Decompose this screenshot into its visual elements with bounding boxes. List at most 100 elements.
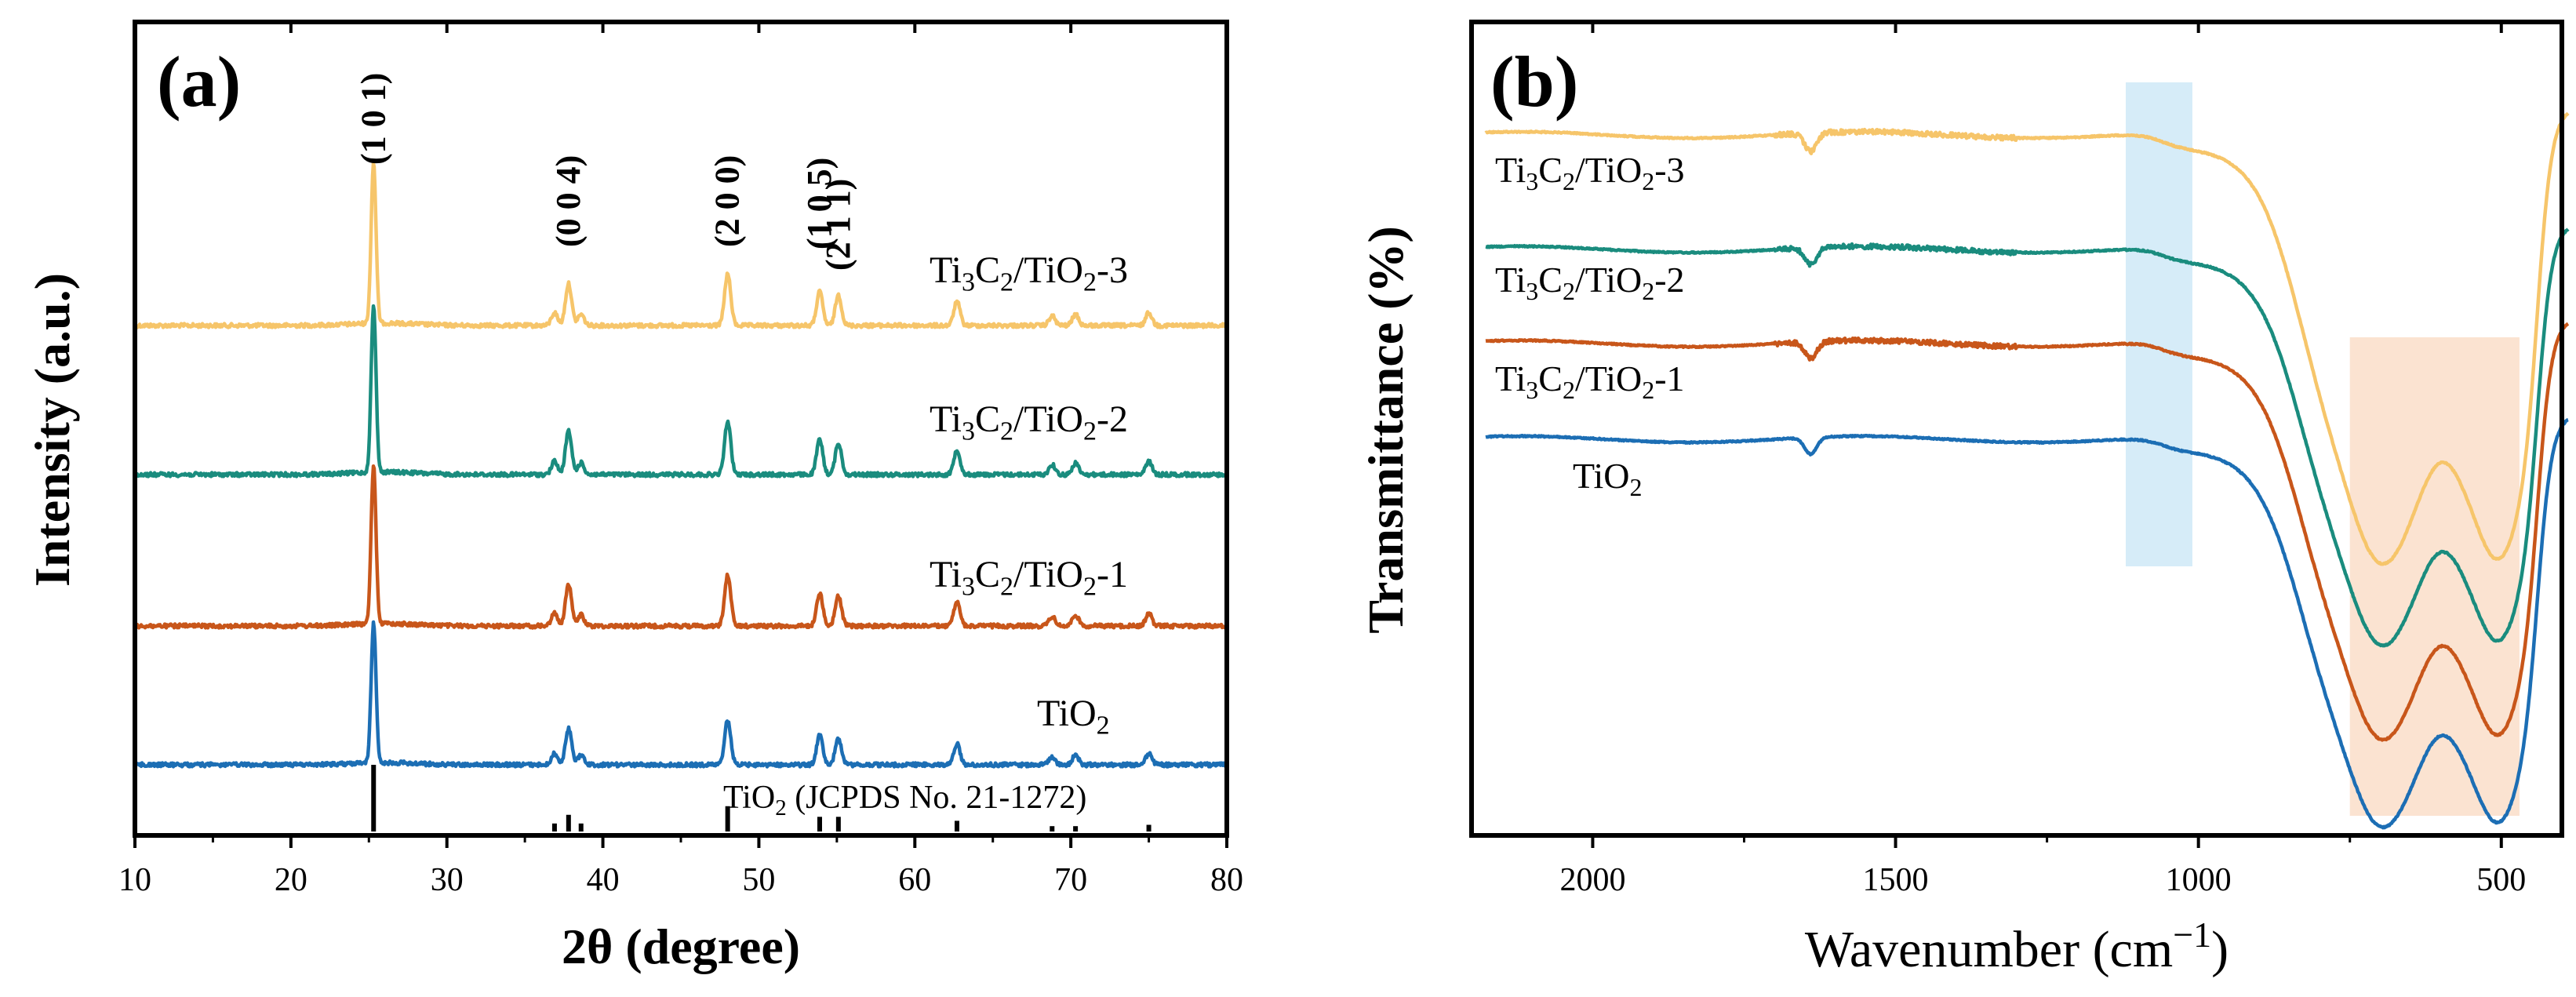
panel-b-x-ticks: 2000 1500 1000 500 <box>1559 22 2526 898</box>
ftir-label-s0: TiO2 <box>1573 456 1642 501</box>
xrd-label-s1-part: -1 <box>1097 554 1128 595</box>
panel-b-ftir: Ti3C2/TiO2-3Ti3C2/TiO2-2Ti3C2/TiO2-1TiO2… <box>1358 20 2570 978</box>
ftir-label-s3-part: 2 <box>1563 167 1575 195</box>
highlight-band <box>2349 337 2520 816</box>
ftir-label-s3-part: /TiO <box>1575 150 1642 190</box>
hkl-label: (2 0 0) <box>708 155 747 247</box>
ftir-series-s1 <box>1484 322 2570 742</box>
panel-b-ylabel: Transmittance (%) <box>1358 226 1414 634</box>
panel-a-ylabel: Intensity (a.u.) <box>24 273 80 587</box>
xrd-label-s2-part: /TiO <box>1013 398 1083 440</box>
panel-b-xlabel-rich-part: −1 <box>2173 915 2211 955</box>
xrd-series-s2 <box>133 304 1229 478</box>
ftir-label-s3-part: 2 <box>1642 167 1654 195</box>
x-tick-label: 60 <box>898 862 931 898</box>
xrd-label-s0: TiO2 <box>1037 693 1110 740</box>
ftir-label-s3-part: 3 <box>1526 167 1538 195</box>
xrd-label-s3-part: 2 <box>1000 268 1013 297</box>
xrd-series-s3 <box>133 161 1228 329</box>
reference-label-part: 2 <box>775 795 787 821</box>
x-tick-label: 50 <box>742 862 775 898</box>
x-tick-label: 500 <box>2476 862 2526 898</box>
hkl-labels: (1 0 1) (0 0 4) (2 0 0) (1 0 5)(2 1 1) <box>354 73 857 271</box>
x-tick-label: 2000 <box>1559 862 1625 898</box>
hkl-label: (2 1 1) <box>819 179 857 271</box>
ftir-label-s0-part: 2 <box>1629 473 1642 501</box>
hkl-label: (1 0 5) <box>800 158 839 249</box>
ftir-series-s0 <box>1484 417 2570 830</box>
hkl-label: (1 0 1) <box>354 73 392 165</box>
ftir-label-s1-part: /TiO <box>1575 358 1642 398</box>
ftir-curves <box>1484 111 2570 830</box>
x-tick-label: 1500 <box>1863 862 1929 898</box>
ftir-label-s1-part: -1 <box>1654 358 1684 398</box>
xrd-label-s3-part: /TiO <box>1013 249 1083 291</box>
x-tick-label: 40 <box>587 862 620 898</box>
ftir-label-s2-part: 3 <box>1526 277 1538 305</box>
ftir-label-s3-part: Ti <box>1495 150 1526 190</box>
xrd-label-s2-part: C <box>975 398 1000 440</box>
xrd-label-s2-part: Ti <box>930 398 962 440</box>
xrd-label-s3-part: 3 <box>962 268 975 297</box>
xrd-label-s1-part: C <box>975 554 1000 595</box>
ftir-label-s3-part: C <box>1538 150 1563 190</box>
x-tick-label: 30 <box>431 862 464 898</box>
ftir-label-s2-part: C <box>1538 260 1563 300</box>
ftir-label-s1-part: Ti <box>1495 358 1526 398</box>
ftir-label-s2-part: -2 <box>1654 260 1684 300</box>
panel-b-frame <box>1469 20 2564 838</box>
hkl-label: (0 0 4) <box>549 155 588 247</box>
xrd-label-s0-part: TiO <box>1037 693 1097 734</box>
reference-label: TiO2 (JCPDS No. 21-1272) <box>723 780 1086 821</box>
xrd-label-s1-part: 3 <box>962 573 975 602</box>
xrd-label-s2-part: 2 <box>1000 417 1013 446</box>
x-tick-label: 20 <box>275 862 307 898</box>
ftir-series-s2 <box>1484 227 2570 648</box>
xrd-label-s2-part: 3 <box>962 417 975 446</box>
panel-b-xlabel-rich-part: Wavenumber (cm <box>1805 921 2173 978</box>
panel-b-label: (b) <box>1490 42 1578 122</box>
xrd-label-s3-part: -3 <box>1097 249 1128 291</box>
highlight-bands <box>2126 82 2520 816</box>
xrd-label-s1-part: 2 <box>1000 573 1013 602</box>
xrd-label-s2-part: 2 <box>1083 417 1097 446</box>
ftir-label-s2-part: /TiO <box>1575 260 1642 300</box>
ftir-label-s0-part: TiO <box>1573 456 1629 496</box>
reference-pattern-lines: TiO2 (JCPDS No. 21-1272) <box>371 765 1152 831</box>
reference-label-part: (JCPDS No. 21-1272) <box>787 780 1087 816</box>
xrd-label-s2: Ti3C2/TiO2-2 <box>930 398 1128 446</box>
ftir-label-s1-part: C <box>1538 358 1563 398</box>
xrd-series-s1 <box>133 464 1228 630</box>
ftir-label-s2-part: 2 <box>1563 277 1575 305</box>
ftir-label-s1: Ti3C2/TiO2-1 <box>1495 358 1685 404</box>
xrd-label-s2-part: -2 <box>1097 398 1128 440</box>
highlight-band <box>2126 82 2192 566</box>
panel-a-label: (a) <box>157 42 241 122</box>
x-tick-label: 80 <box>1210 862 1243 898</box>
xrd-label-s1-part: /TiO <box>1013 554 1083 595</box>
panel-b-xlabel-rich: Wavenumber (cm−1) <box>1805 915 2229 978</box>
xrd-label-s1-part: Ti <box>930 554 962 595</box>
xrd-label-s3: Ti3C2/TiO2-3 <box>930 249 1128 297</box>
ftir-label-s1-part: 2 <box>1642 376 1654 404</box>
xrd-label-s3-part: C <box>975 249 1000 291</box>
xrd-label-s3-part: 2 <box>1083 268 1097 297</box>
reference-label-part: TiO <box>723 780 775 816</box>
ftir-label-s2-part: 2 <box>1642 277 1654 305</box>
ftir-series-s3 <box>1484 111 2570 566</box>
xrd-curves <box>133 161 1229 769</box>
panel-a-xrd: TiO2 (JCPDS No. 21-1272) (1 0 1)(0 0 4)(… <box>24 20 1243 974</box>
ftir-label-s3-part: -3 <box>1654 150 1684 190</box>
ftir-label-s2-part: Ti <box>1495 260 1526 300</box>
ftir-label-s1-part: 2 <box>1563 376 1575 404</box>
x-tick-label: 70 <box>1054 862 1087 898</box>
panel-a-x-ticks: 10 20 30 40 50 60 70 80 <box>118 22 1243 898</box>
panel-b-xlabel-rich-part: ) <box>2211 921 2229 978</box>
ftir-label-s2: Ti3C2/TiO2-2 <box>1495 260 1685 305</box>
panel-a-xlabel: 2θ (degree) <box>562 919 800 974</box>
x-tick-label: 10 <box>118 862 151 898</box>
xrd-label-s3-part: Ti <box>930 249 962 291</box>
